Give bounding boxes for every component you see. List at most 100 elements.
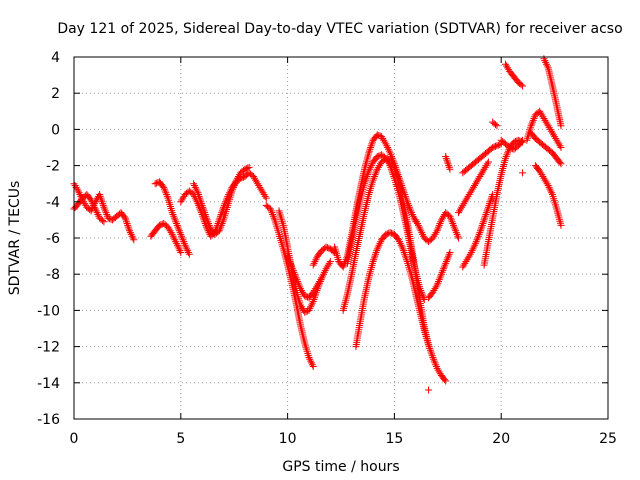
y-tick-label: -14 <box>37 376 60 392</box>
arc-15-point-78 <box>403 256 411 264</box>
x-tick-label: 15 <box>385 431 403 447</box>
arc-6-point-59 <box>233 174 241 182</box>
arc-21-point-20 <box>476 172 484 180</box>
arc-22-point-6 <box>465 252 473 260</box>
arc-15-point-141 <box>442 377 450 385</box>
arc-3-point-33 <box>178 232 186 240</box>
arc-7-point-8 <box>252 176 260 184</box>
arc-21-point-10 <box>465 191 473 199</box>
arc-28-point-11 <box>530 115 538 123</box>
arc-15-point-42 <box>370 256 378 264</box>
arc-1-point-26 <box>96 192 104 200</box>
arc-21-point-11 <box>466 189 474 197</box>
arc-3-point-21 <box>169 210 177 218</box>
arc-6-point-17 <box>201 210 209 218</box>
arc-16-point-7 <box>418 229 426 237</box>
arc-15-point-77 <box>402 254 410 262</box>
arc-16-point-37 <box>449 220 457 228</box>
arc-12-point-126 <box>409 212 417 220</box>
arc-6-point-2 <box>191 183 199 191</box>
arc-17-point-15 <box>438 268 446 276</box>
arc-17-point-8 <box>433 281 441 289</box>
arc-2-point-18 <box>90 201 98 209</box>
arc-16-point-40 <box>451 225 459 233</box>
arc-28-point-32 <box>553 136 561 144</box>
arc-16-point-4 <box>415 223 423 231</box>
arc-7-point-11 <box>255 182 263 190</box>
arc-12-point-70 <box>366 145 374 153</box>
arc-30-point-1 <box>541 57 549 65</box>
arc-1-point-32 <box>100 203 108 211</box>
arc-6-point-54 <box>229 183 237 191</box>
arc-15-point-125 <box>428 350 436 358</box>
arc-5-point-47 <box>218 209 226 217</box>
arc-3-point-43 <box>185 250 193 258</box>
arc-5-point-0 <box>177 198 185 206</box>
arc-5-point-70 <box>239 173 247 181</box>
arc-10-point-0 <box>284 252 292 260</box>
arc-22-point-25 <box>480 218 488 226</box>
arc-28-point-7 <box>527 122 535 130</box>
arc-15-point-132 <box>432 363 440 371</box>
arc-15-point-126 <box>428 352 436 360</box>
arc-29-point-7 <box>539 172 547 180</box>
arc-19-point-2 <box>443 156 451 164</box>
arc-14-point-69 <box>372 169 380 177</box>
arc-13-point-48 <box>366 165 374 173</box>
arc-17-point-5 <box>430 286 438 294</box>
arc-29-point-11 <box>543 180 551 188</box>
arc-10-point-44 <box>324 261 332 269</box>
arc-10-point-18 <box>296 285 304 293</box>
arc-8-point-82 <box>309 363 317 371</box>
arc-4-point-24 <box>173 241 181 249</box>
arc-22-point-5 <box>464 254 472 262</box>
arc-17-point-26 <box>446 248 454 256</box>
arc-16-point-3 <box>414 221 422 229</box>
arc-5-point-1 <box>178 196 186 204</box>
arc-20-point-20 <box>487 145 495 153</box>
arc-17-point-21 <box>442 258 450 266</box>
arc-14-point-81 <box>386 156 394 164</box>
arc-3-point-39 <box>182 243 190 251</box>
arc-8-point-79 <box>307 357 315 365</box>
arc-22-point-28 <box>481 212 489 220</box>
arc-7-point-6 <box>249 172 257 180</box>
arc-14-point-70 <box>373 167 381 175</box>
arc-29-point-13 <box>545 183 553 191</box>
arc-30-point-2 <box>542 58 550 66</box>
arc-22-point-14 <box>472 238 480 246</box>
arc-8-point-4 <box>267 207 275 215</box>
arc-16-point-22 <box>435 223 443 231</box>
arc-1-point-27 <box>97 194 105 202</box>
arc-29-point-8 <box>540 174 548 182</box>
arc-9-point-46 <box>296 301 304 309</box>
arc-6-point-67 <box>244 164 252 172</box>
arc-6-point-8 <box>196 194 204 202</box>
arc-1-point-35 <box>102 209 110 217</box>
arc-12-point-68 <box>365 149 373 157</box>
arc-15-point-74 <box>400 248 408 256</box>
x-tick-label: 5 <box>176 431 185 447</box>
arc-24-point-2 <box>492 121 500 129</box>
arc-17-point-25 <box>445 250 453 258</box>
arc-23-point-53 <box>503 151 511 159</box>
arc-6-point-11 <box>198 200 206 208</box>
arc-15-point-131 <box>432 361 440 369</box>
arc-3-point-31 <box>176 229 184 237</box>
arc-10-point-12 <box>292 274 300 282</box>
arc-13-point-50 <box>367 162 375 170</box>
arc-15-point-72 <box>399 245 407 253</box>
arc-19-point-7 <box>446 165 454 173</box>
y-tick-label: -4 <box>46 195 60 211</box>
arc-6-point-53 <box>229 185 237 193</box>
arc-15-point-130 <box>431 359 439 367</box>
arc-17-point-13 <box>437 272 445 280</box>
arc-23-point-54 <box>504 149 512 157</box>
arc-15-point-70 <box>397 241 405 249</box>
arc-13-point-45 <box>364 171 372 179</box>
arc-21-point-16 <box>472 180 480 188</box>
arc-22-point-32 <box>484 205 492 213</box>
arc-12-point-124 <box>407 209 415 217</box>
arc-12-point-88 <box>384 144 392 151</box>
arc-3-point-30 <box>175 227 183 235</box>
